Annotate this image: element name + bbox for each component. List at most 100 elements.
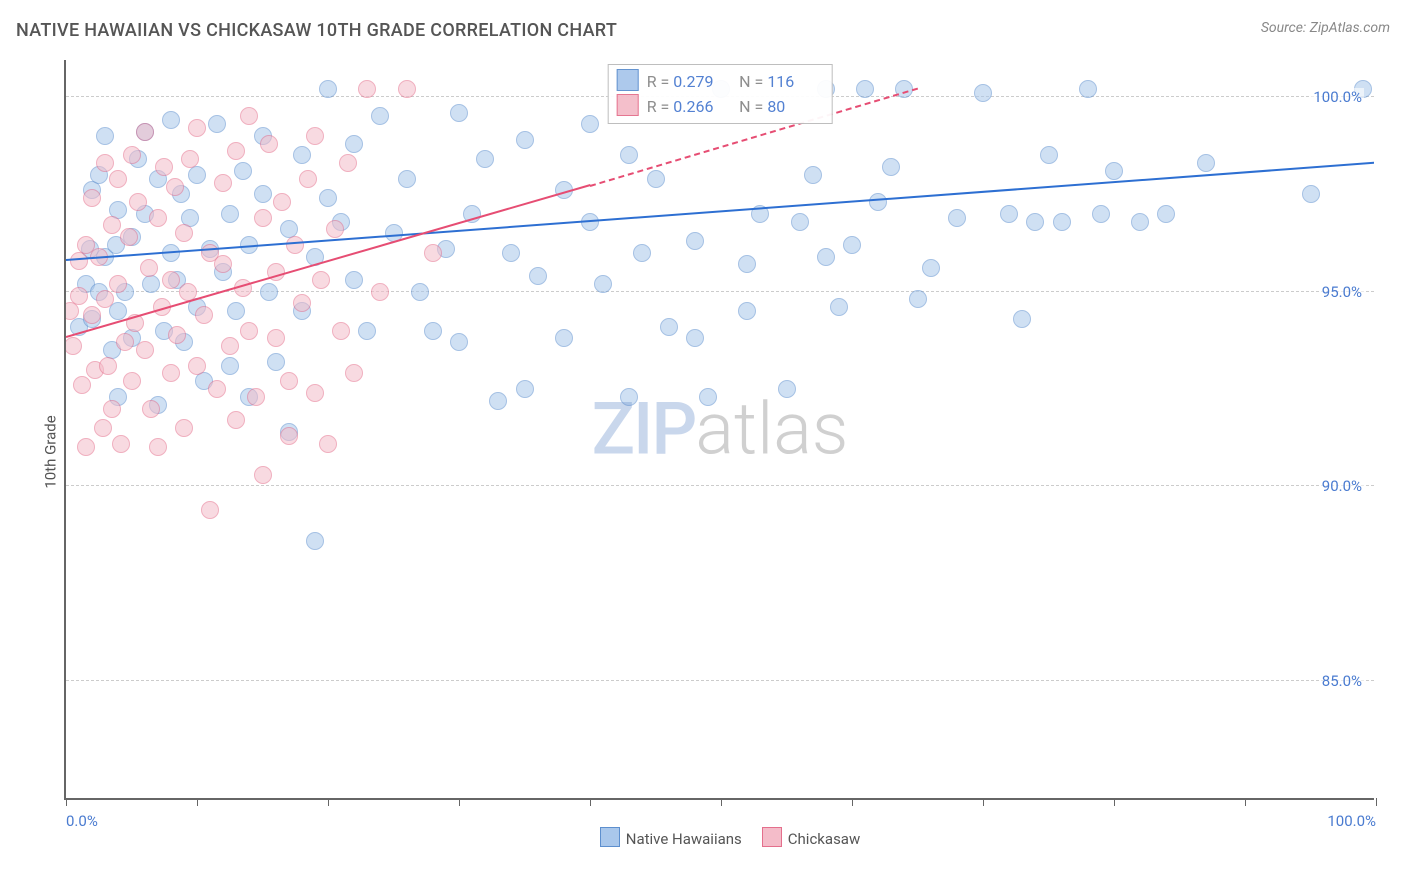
scatter-point — [516, 131, 534, 149]
x-tick — [66, 798, 67, 806]
scatter-point — [214, 255, 232, 273]
scatter-point — [260, 135, 278, 153]
legend-label: Chickasaw — [788, 830, 860, 848]
scatter-point — [843, 236, 861, 254]
scatter-point — [830, 298, 848, 316]
scatter-point — [96, 154, 114, 172]
scatter-point — [99, 357, 117, 375]
chart-container: 10th Grade ZIPatlas R = 0.279 N = 116R =… — [16, 52, 1390, 852]
legend-swatch — [762, 827, 782, 847]
scatter-point — [581, 115, 599, 133]
scatter-point — [142, 400, 160, 418]
scatter-point — [162, 364, 180, 382]
scatter-point — [96, 290, 114, 308]
scatter-point — [424, 322, 442, 340]
scatter-point — [227, 142, 245, 160]
scatter-point — [162, 271, 180, 289]
scatter-point — [424, 244, 442, 262]
legend-bottom: Native Hawaiians Chickasaw — [66, 827, 1374, 848]
x-tick — [328, 798, 329, 806]
scatter-point — [699, 388, 717, 406]
scatter-point — [254, 209, 272, 227]
y-tick-label: 85.0% — [1320, 672, 1364, 690]
legend-swatch — [600, 827, 620, 847]
scatter-point — [142, 275, 160, 293]
scatter-point — [358, 322, 376, 340]
x-tick — [1376, 798, 1377, 806]
scatter-point — [647, 170, 665, 188]
scatter-point — [869, 193, 887, 211]
scatter-point — [155, 158, 173, 176]
scatter-point — [555, 329, 573, 347]
scatter-point — [188, 166, 206, 184]
scatter-point — [791, 213, 809, 231]
legend-label: Native Hawaiians — [626, 830, 742, 848]
scatter-point — [129, 193, 147, 211]
scatter-point — [502, 244, 520, 262]
scatter-point — [620, 146, 638, 164]
scatter-point — [116, 333, 134, 351]
scatter-point — [476, 150, 494, 168]
scatter-point — [168, 326, 186, 344]
scatter-point — [221, 357, 239, 375]
scatter-point — [299, 170, 317, 188]
scatter-point — [227, 411, 245, 429]
scatter-point — [450, 104, 468, 122]
scatter-point — [306, 384, 324, 402]
gridline — [66, 680, 1374, 681]
scatter-point — [254, 185, 272, 203]
scatter-point — [166, 178, 184, 196]
scatter-point — [267, 329, 285, 347]
scatter-point — [1302, 185, 1320, 203]
scatter-point — [103, 400, 121, 418]
scatter-point — [109, 170, 127, 188]
y-axis-label: 10th Grade — [42, 415, 60, 488]
stats-legend-box: R = 0.279 N = 116R = 0.266 N = 80 — [608, 64, 833, 124]
y-tick-label: 95.0% — [1320, 283, 1364, 301]
scatter-point — [234, 162, 252, 180]
scatter-point — [227, 302, 245, 320]
scatter-point — [660, 318, 678, 336]
chart-source: Source: ZipAtlas.com — [1261, 20, 1390, 36]
scatter-point — [882, 158, 900, 176]
scatter-point — [319, 189, 337, 207]
scatter-point — [358, 80, 376, 98]
scatter-point — [450, 333, 468, 351]
scatter-point — [240, 107, 258, 125]
scatter-point — [221, 337, 239, 355]
scatter-point — [1040, 146, 1058, 164]
scatter-point — [70, 287, 88, 305]
scatter-point — [319, 435, 337, 453]
scatter-point — [1079, 80, 1097, 98]
scatter-point — [1000, 205, 1018, 223]
scatter-point — [909, 290, 927, 308]
y-tick-label: 90.0% — [1320, 477, 1364, 495]
scatter-point — [175, 419, 193, 437]
scatter-point — [254, 466, 272, 484]
x-tick — [590, 798, 591, 806]
scatter-point — [686, 329, 704, 347]
scatter-point — [123, 146, 141, 164]
scatter-point — [162, 111, 180, 129]
scatter-point — [1026, 213, 1044, 231]
scatter-point — [208, 380, 226, 398]
scatter-point — [123, 372, 141, 390]
scatter-point — [339, 154, 357, 172]
scatter-point — [96, 127, 114, 145]
scatter-point — [398, 80, 416, 98]
scatter-point — [1105, 162, 1123, 180]
scatter-point — [267, 353, 285, 371]
scatter-point — [306, 127, 324, 145]
scatter-point — [83, 306, 101, 324]
scatter-point — [260, 283, 278, 301]
scatter-point — [817, 248, 835, 266]
scatter-point — [280, 372, 298, 390]
scatter-point — [306, 532, 324, 550]
scatter-point — [109, 275, 127, 293]
x-tick — [459, 798, 460, 806]
scatter-point — [594, 275, 612, 293]
scatter-point — [293, 146, 311, 164]
series-swatch — [617, 69, 639, 91]
scatter-point — [136, 123, 154, 141]
scatter-point — [738, 302, 756, 320]
